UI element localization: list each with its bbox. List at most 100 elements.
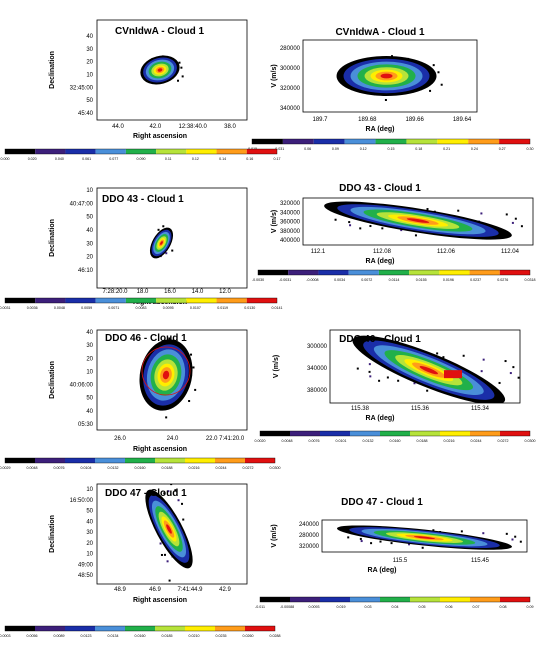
colorbar-label: 0.21 xyxy=(443,147,450,151)
x-tick-label: 22.0 7:41:20.0 xyxy=(206,436,245,442)
sky-map-title: CVnIdwA - Cloud 1 xyxy=(115,26,205,37)
colorbar-label: 0.06 xyxy=(304,147,311,151)
emission-speck xyxy=(165,416,168,419)
emission-speck xyxy=(511,221,514,224)
colorbar-label: 0.12 xyxy=(192,157,199,161)
emission-speck xyxy=(426,208,429,211)
colorbar-label: 0.0034 xyxy=(334,278,345,282)
colorbar-swatch xyxy=(65,458,95,463)
colorbar-swatch xyxy=(378,270,410,275)
pv-diagram-y-axis-label: V (m/s) xyxy=(271,64,278,87)
colorbar-label: 0.0031 xyxy=(0,306,11,310)
y-tick-label: 10 xyxy=(86,73,93,79)
emission-speck xyxy=(509,372,512,375)
sky-map-panel: CVnIdwA - Cloud 1 40 30 20 10 32:45:00 50 45:40… xyxy=(49,19,248,140)
colorbar-label: 0.0093 xyxy=(309,605,320,609)
y-tick-label: 20 xyxy=(86,255,93,261)
colorbar-swatch xyxy=(245,626,275,631)
y-tick-label: 340000 xyxy=(280,210,301,216)
pv-diagram-x-axis-label: RA (deg) xyxy=(366,258,395,265)
y-tick-label: 340000 xyxy=(280,106,301,112)
colorbar-label: 0.0300 xyxy=(270,466,281,470)
figure-row-2: DDO 43 - Cloud 1 10 40:47:00 50 40 30 20 46:10 7… xyxy=(0,183,536,310)
y-tick-label: 48:50 xyxy=(78,573,94,579)
colorbar-swatch xyxy=(288,270,319,275)
colorbar-swatch xyxy=(125,458,155,463)
colorbar-swatch xyxy=(258,270,289,275)
emission-speck xyxy=(368,363,371,366)
emission-speck xyxy=(442,356,445,359)
emission-speck xyxy=(460,530,463,533)
colorbar-label: 0.24 xyxy=(471,147,478,151)
emission-speck xyxy=(400,229,403,232)
colorbar-label: 0.0119 xyxy=(217,306,228,310)
colorbar-swatch xyxy=(470,597,500,602)
emission-speck xyxy=(512,366,515,369)
colorbar-label: 0.0237 xyxy=(470,278,481,282)
emission-speck xyxy=(160,553,163,556)
colorbar-label: 0.0048 xyxy=(54,306,65,310)
colorbar-swatch xyxy=(318,270,349,275)
colorbar-swatch xyxy=(246,298,277,303)
x-tick-label: 112.1 xyxy=(311,249,326,255)
x-tick-label: 189.68 xyxy=(358,117,377,123)
colorbar-swatch xyxy=(185,626,215,631)
y-tick-label: 50 xyxy=(86,509,93,515)
colorbar-label: 0.0288 xyxy=(270,634,281,638)
figure-row-1: CVnIdwA - Cloud 1 40 30 20 10 32:45:00 50 45:40… xyxy=(1,19,534,161)
colorbar-label: 0.16 xyxy=(246,157,253,161)
colorbar-label: 0.061 xyxy=(82,157,91,161)
colorbar-swatch xyxy=(440,431,470,436)
colorbar-label: 0.077 xyxy=(109,157,118,161)
y-tick-label: 30 xyxy=(86,530,93,536)
emission-contour xyxy=(406,218,430,223)
y-tick-label: 10 xyxy=(86,369,93,375)
colorbar-swatch xyxy=(380,597,410,602)
colorbar-swatch xyxy=(406,139,438,144)
emission-speck xyxy=(519,540,522,543)
colorbar-frame xyxy=(259,430,531,437)
pv-colorbar: 0.0020 0.0048 0.0076 0.0101 0.0132 0.0160 0.01… xyxy=(255,430,536,443)
emission-speck xyxy=(182,518,185,521)
colorbar-swatch xyxy=(215,458,245,463)
colorbar-swatch xyxy=(320,431,350,436)
colorbar-swatch xyxy=(313,139,345,144)
colorbar-label: 0.0076 xyxy=(309,439,320,443)
colorbar-label: -0.0008 xyxy=(306,278,318,282)
y-tick-label: 20 xyxy=(86,356,93,362)
colorbar-label: 0.0101 xyxy=(336,439,347,443)
colorbar-frame xyxy=(4,457,276,464)
colorbar-swatch xyxy=(245,458,275,463)
y-tick-label: 380000 xyxy=(307,388,328,394)
emission-speck xyxy=(381,227,384,230)
x-tick-label: 112.06 xyxy=(437,249,456,255)
pv-colorbar: -0.0030 -0.0031 -0.0008 0.0034 0.0072 0.0114 0… xyxy=(252,269,536,282)
colorbar-label: 0.0216 xyxy=(444,439,455,443)
x-tick-label: 112.04 xyxy=(501,249,520,255)
emission-speck xyxy=(347,536,350,539)
colorbar-label: 0.0141 xyxy=(272,306,283,310)
beam-circle xyxy=(141,346,191,396)
y-tick-label: 40 xyxy=(86,519,93,525)
pv-diagram-x-axis-label: RA (deg) xyxy=(366,126,395,133)
colorbar-label: 0.0134 xyxy=(108,634,119,638)
y-tick-label: 40 xyxy=(86,34,93,40)
colorbar-label: 0.0130 xyxy=(244,306,255,310)
emission-speck xyxy=(177,79,180,82)
emission-speck xyxy=(514,535,517,538)
colorbar-swatch xyxy=(125,149,157,154)
colorbar-swatch xyxy=(5,458,35,463)
emission-speck xyxy=(360,540,363,543)
colorbar-frame xyxy=(4,625,276,632)
colorbar-label: 0.0160 xyxy=(135,634,146,638)
emission-speck xyxy=(480,370,483,373)
colorbar-swatch xyxy=(95,626,125,631)
emission-speck xyxy=(379,540,382,543)
x-tick-label: 112.08 xyxy=(373,249,392,255)
emission-speck xyxy=(359,227,362,230)
colorbar-frame xyxy=(4,148,278,155)
emission-speck xyxy=(177,499,180,502)
colorbar-label: 0.12 xyxy=(360,147,367,151)
sky-map-title: DDO 46 - Cloud 1 xyxy=(105,333,187,344)
emission-speck xyxy=(178,61,181,64)
